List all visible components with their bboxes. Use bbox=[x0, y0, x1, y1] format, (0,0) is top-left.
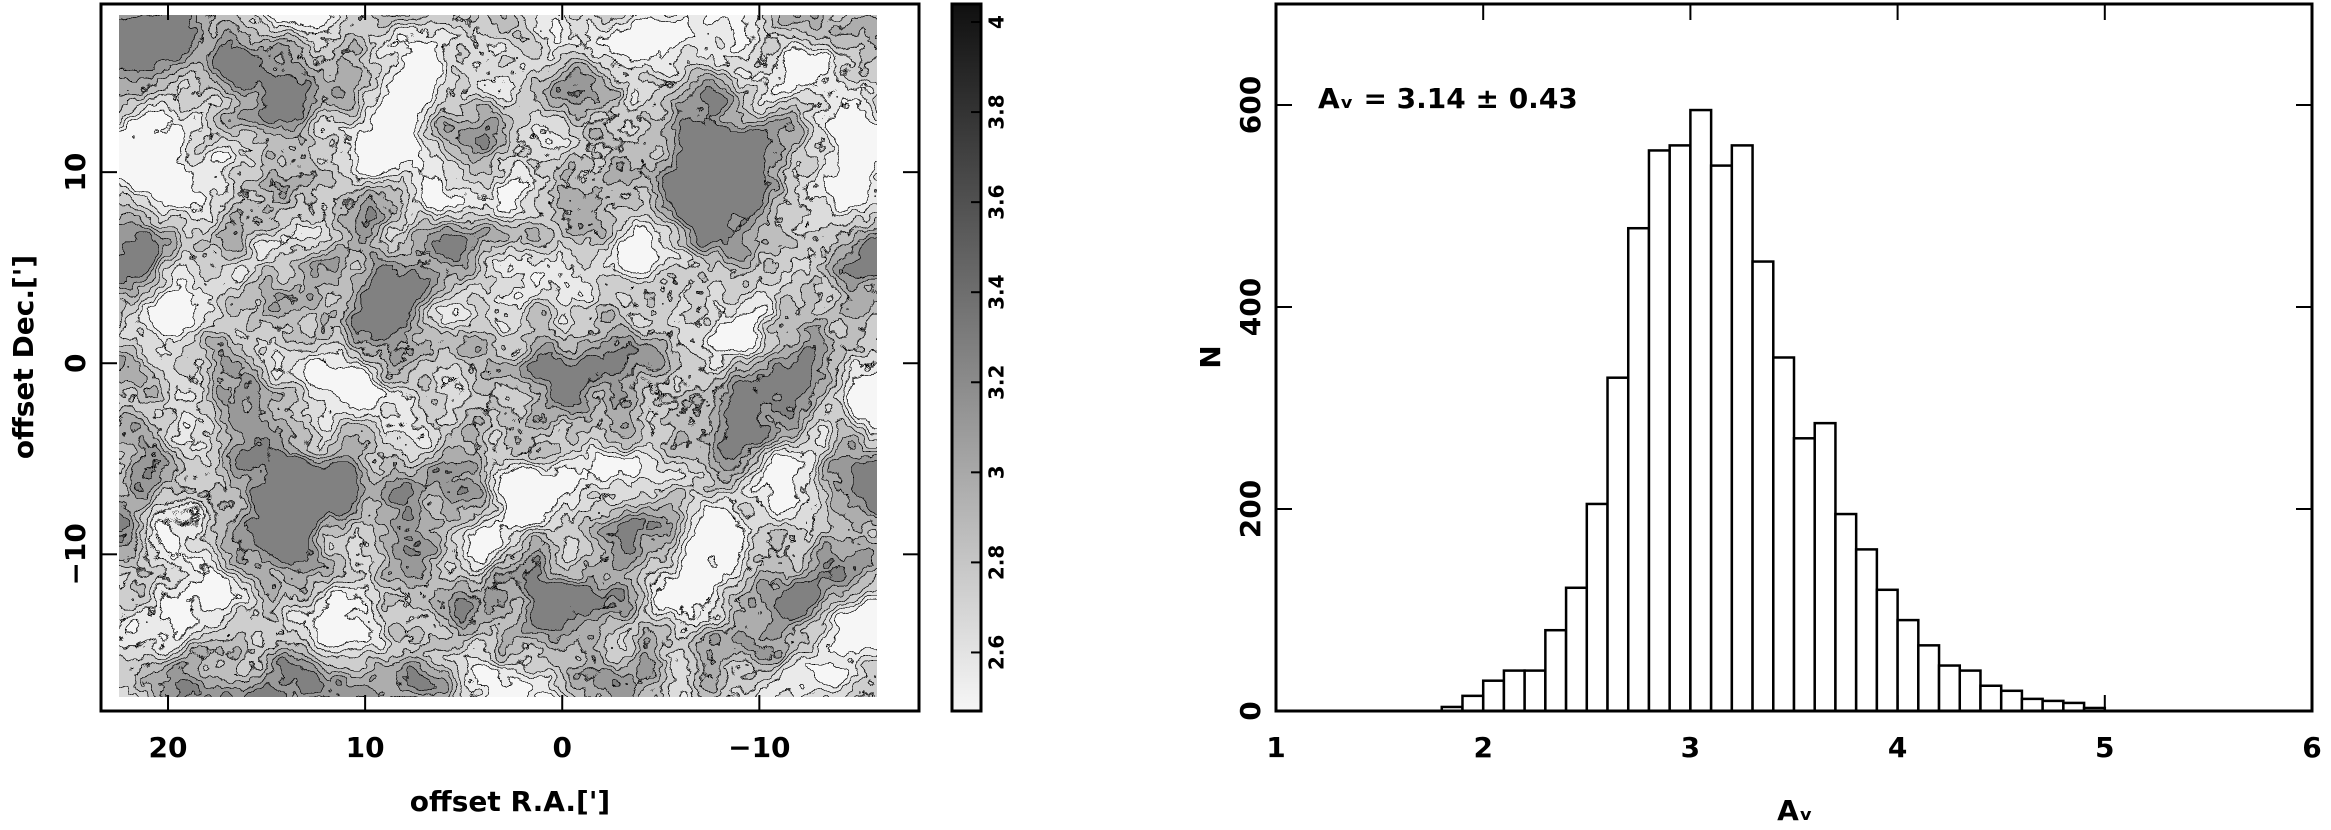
colorbar-frame bbox=[950, 2, 983, 713]
bar bbox=[1502, 669, 1526, 713]
x-tick-label: −10 bbox=[728, 731, 790, 764]
x-tick-label: 20 bbox=[149, 731, 188, 764]
annotation: Aᵥ = 3.14 ± 0.43 bbox=[1318, 82, 1578, 115]
plot-frame bbox=[99, 2, 921, 713]
bar bbox=[1730, 144, 1754, 713]
bar bbox=[1606, 376, 1630, 713]
y-tick-label: 200 bbox=[1234, 480, 1267, 538]
colorbar-tick-label: 2.6 bbox=[985, 635, 1009, 670]
bar bbox=[1751, 260, 1775, 713]
bar bbox=[1544, 628, 1568, 713]
bar bbox=[1979, 684, 2003, 713]
bar bbox=[1958, 669, 1982, 713]
bar bbox=[1709, 164, 1734, 713]
histogram-panel: N Aᵥ Aᵥ = 3.14 ± 0.43 1 2 3 4 5 6 0 200 400 600 bbox=[1194, 2, 2322, 827]
y-tick-label: 0 bbox=[59, 353, 92, 372]
colorbar-tick-label: 3 bbox=[985, 465, 1009, 479]
y-tick-label: 400 bbox=[1234, 278, 1267, 336]
bar bbox=[1564, 586, 1589, 713]
bar bbox=[1854, 548, 1879, 713]
colorbar-tick-label: 2.8 bbox=[985, 545, 1009, 580]
y-tick-label: 10 bbox=[59, 153, 92, 192]
x-tick-label: 0 bbox=[552, 731, 571, 764]
bar bbox=[1461, 694, 1485, 713]
x-axis-label: offset R.A.['] bbox=[410, 785, 610, 818]
y-tick-label: 600 bbox=[1234, 76, 1267, 134]
plot-frame bbox=[1274, 2, 2314, 713]
colorbar bbox=[952, 4, 981, 711]
x-tick-label: 2 bbox=[1473, 731, 1492, 764]
map-panel: offset R.A.['] offset Dec.['] 20 10 0 −10 10… bbox=[7, 2, 1009, 818]
bar bbox=[1585, 502, 1609, 713]
y-tick-label: −10 bbox=[59, 523, 92, 585]
bar bbox=[1834, 512, 1858, 713]
colorbar-tick-label: 3.6 bbox=[985, 184, 1009, 219]
colorbar-tick-label: 3.2 bbox=[985, 365, 1009, 400]
extinction-map bbox=[119, 15, 877, 697]
bar bbox=[1937, 664, 1962, 713]
bar bbox=[1523, 669, 1547, 713]
bar bbox=[1668, 144, 1692, 713]
colorbar-tick-label: 3.4 bbox=[985, 274, 1009, 309]
y-tick-label: 0 bbox=[1234, 701, 1267, 720]
bar bbox=[1647, 149, 1671, 713]
y-axis-label: N bbox=[1194, 345, 1227, 368]
bar bbox=[2041, 699, 2065, 713]
bar bbox=[2020, 697, 2044, 713]
bar bbox=[1917, 644, 1941, 713]
x-tick-label: 4 bbox=[1888, 731, 1907, 764]
bar bbox=[1772, 356, 1796, 713]
y-axis-label: offset Dec.['] bbox=[7, 255, 40, 459]
bar bbox=[1689, 108, 1713, 713]
x-tick-label: 5 bbox=[2095, 731, 2114, 764]
bar bbox=[1481, 679, 1506, 713]
bar bbox=[1813, 421, 1837, 713]
x-tick-label: 6 bbox=[2302, 731, 2321, 764]
x-tick-label: 10 bbox=[346, 731, 385, 764]
colorbar-tick-label: 4 bbox=[985, 15, 1009, 29]
x-axis-label: Aᵥ bbox=[1777, 794, 1813, 827]
bar bbox=[1896, 618, 1920, 713]
bar bbox=[1626, 226, 1651, 713]
bar bbox=[1875, 588, 1899, 713]
x-tick-label: 1 bbox=[1266, 731, 1285, 764]
colorbar-tick-label: 3.8 bbox=[985, 94, 1009, 129]
bar bbox=[1792, 437, 1816, 713]
x-tick-label: 3 bbox=[1681, 731, 1700, 764]
bar bbox=[1999, 689, 2024, 713]
